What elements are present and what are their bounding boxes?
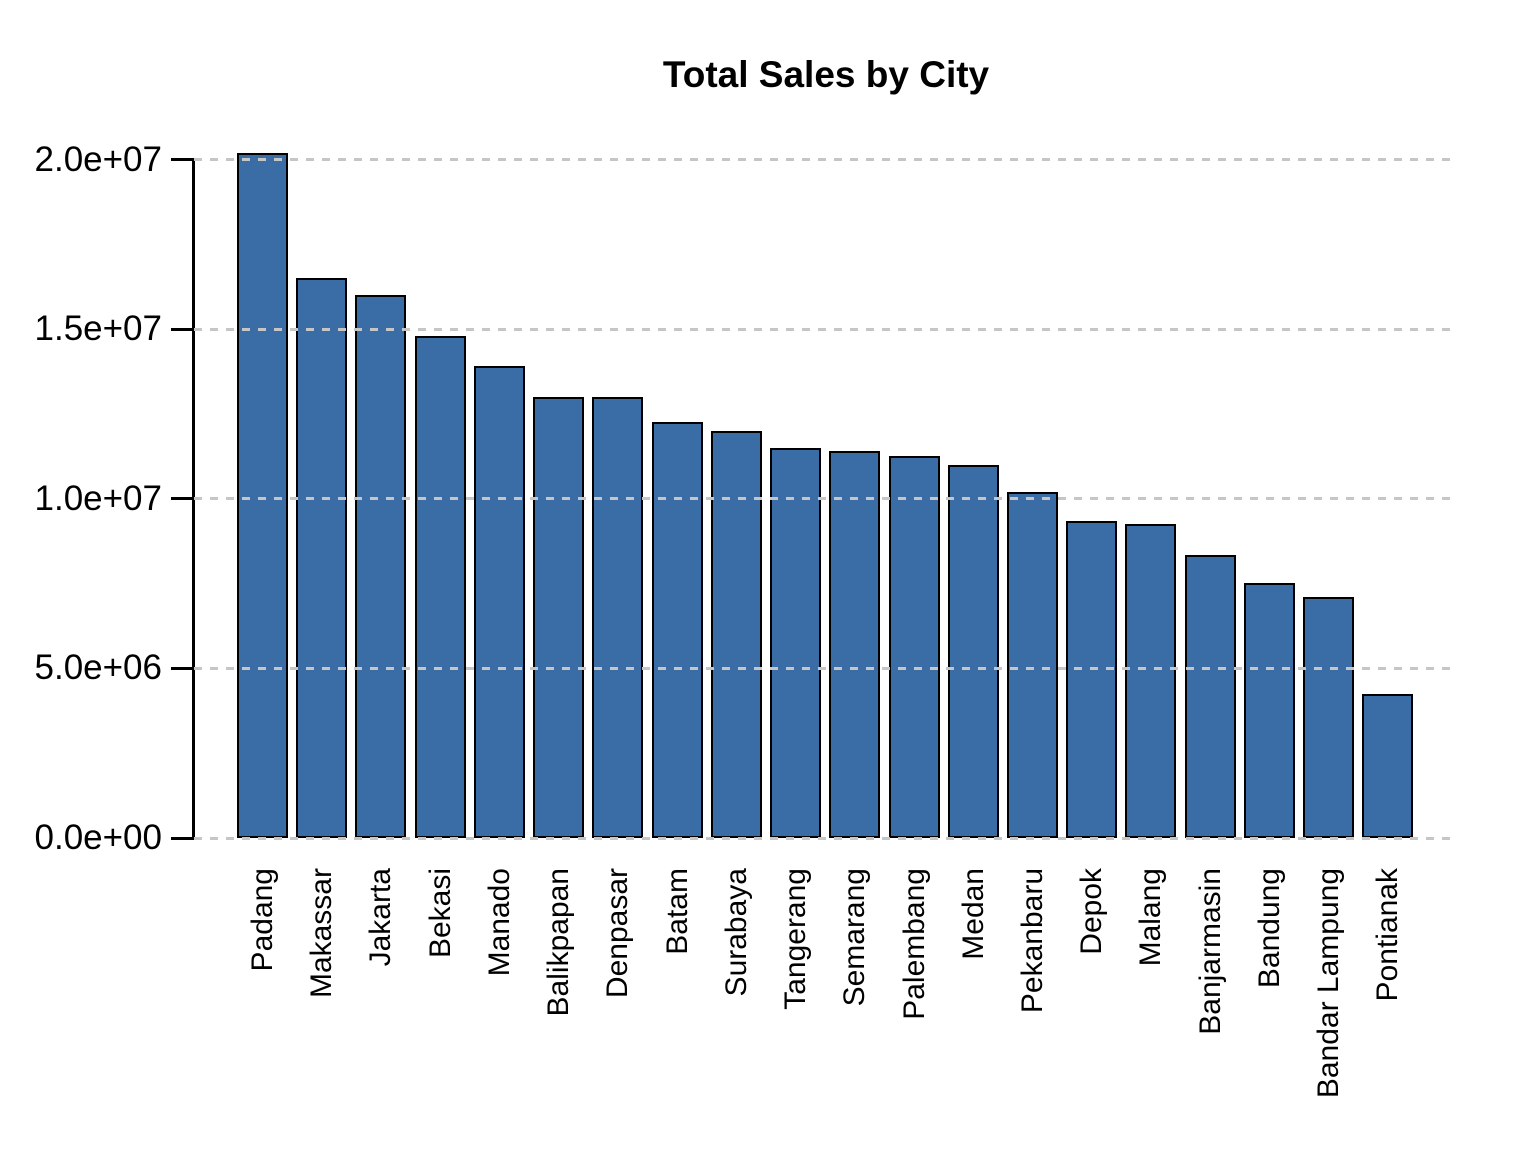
bar-padang [237, 153, 288, 838]
x-tick-label: Tangerang [778, 868, 812, 1010]
chart-title: Total Sales by City [662, 54, 990, 95]
bar-medan [948, 465, 999, 838]
bar-bandar-lampung [1303, 597, 1354, 838]
x-tick-label: Bekasi [423, 868, 457, 959]
x-tick-label: Balikpapan [541, 868, 575, 1017]
x-tick-label: Medan [956, 868, 990, 960]
y-axis-tick [171, 836, 194, 840]
x-tick-label: Bandung [1252, 868, 1286, 989]
bar-bekasi [415, 336, 466, 838]
x-tick-label: Surabaya [719, 868, 753, 997]
x-tick-label: Bandar Lampung [1311, 868, 1345, 1099]
x-tick-label: Batam [660, 868, 694, 955]
bar-semarang [829, 451, 880, 838]
bar-manado [474, 366, 525, 838]
y-tick-label: 1.0e+07 [34, 478, 163, 518]
bar-depok [1066, 521, 1117, 838]
bar-banjarmasin [1185, 555, 1236, 838]
bar-jakarta [355, 295, 406, 838]
gridline [194, 497, 1458, 501]
x-tick-label: Padang [245, 868, 279, 972]
y-tick-label: 5.0e+06 [34, 648, 163, 688]
x-tick-label: Depok [1074, 868, 1108, 955]
y-axis-tick [171, 497, 194, 501]
bar-balikpapan [533, 397, 584, 838]
gridline [194, 327, 1458, 331]
x-tick-label: Pontianak [1370, 868, 1404, 1002]
bar-denpasar [592, 397, 643, 838]
y-axis-tick [171, 327, 194, 331]
gridline [194, 158, 1458, 161]
x-tick-label: Palembang [897, 868, 931, 1020]
bar-malang [1125, 524, 1176, 838]
x-tick-label: Pekanbaru [1015, 868, 1049, 1014]
y-axis-tick [171, 666, 194, 670]
bar-surabaya [711, 431, 762, 838]
x-tick-label: Jakarta [363, 868, 397, 967]
bar-tangerang [770, 448, 821, 838]
bar-pekanbaru [1007, 492, 1058, 838]
bar-pontianak [1362, 694, 1413, 838]
y-axis-tick [171, 158, 194, 161]
gridline [194, 836, 1458, 840]
y-tick-label: 1.5e+07 [34, 309, 163, 349]
x-tick-label: Makassar [304, 868, 338, 999]
y-tick-label: 2.0e+07 [34, 139, 163, 179]
x-tick-label: Malang [1133, 868, 1167, 967]
gridline [194, 666, 1458, 670]
bar-batam [652, 422, 703, 838]
x-tick-label: Denpasar [600, 868, 634, 999]
bar-palembang [889, 456, 940, 838]
x-tick-label: Semarang [837, 868, 871, 1007]
x-tick-label: Manado [482, 868, 516, 977]
bar-bandung [1244, 583, 1295, 838]
x-tick-label: Banjarmasin [1193, 868, 1227, 1035]
bar-makassar [296, 278, 347, 838]
y-tick-label: 0.0e+00 [34, 818, 163, 857]
